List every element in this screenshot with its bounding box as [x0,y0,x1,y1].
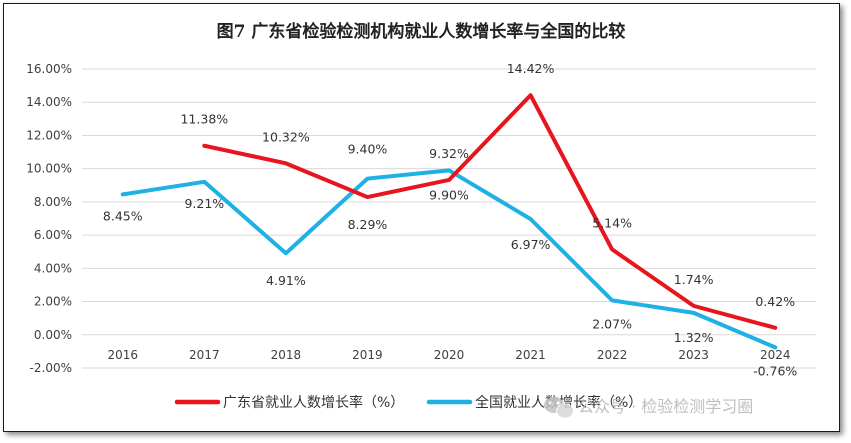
y-tick-label: 16.00% [26,62,72,76]
data-label: 1.74% [674,272,714,287]
x-tick-label: 2018 [271,348,302,362]
gridlines [82,68,816,369]
data-label: 9.90% [429,187,469,202]
data-label: 9.40% [348,142,388,157]
watermark-text: 公众号 · 检验检测学习圈 [578,397,753,416]
x-axis: 2016 2017 2018 2019 2020 2021 2022 2023 2024 [108,348,791,362]
x-tick-label: 2020 [434,348,465,362]
data-labels: 11.38% 10.32% 8.29% 9.32% 14.42% 5.14% 1.74% 0.… [103,61,798,378]
x-tick-label: 2024 [760,348,791,362]
x-tick-label: 2019 [352,348,383,362]
legend-label-guangdong: 广东省就业人数增长率（%） [223,394,404,411]
y-tick-label: 4.00% [34,261,72,275]
series-line-national [120,168,778,350]
x-tick-label: 2017 [189,348,220,362]
data-label: -0.76% [753,363,797,378]
y-tick-label: 2.00% [34,295,72,309]
y-tick-label: 0.00% [34,328,72,342]
series-line-guangdong [202,93,778,330]
data-label: 1.32% [674,330,714,345]
legend: 广东省就业人数增长率（%） 全国就业人数增长率（%） [174,394,642,411]
line-chart: 图7 广东省检验检测机构就业人数增长率与全国的比较 -2.00% 0.00% 2.0… [26,21,816,419]
y-tick-label: -2.00% [30,361,72,375]
x-tick-label: 2016 [108,348,139,362]
x-tick-label: 2022 [597,348,628,362]
data-label: 9.21% [184,196,224,211]
chart-frame: 图7 广东省检验检测机构就业人数增长率与全国的比较 -2.00% 0.00% 2.0… [3,3,840,432]
series-lines [120,93,778,350]
data-label: 2.07% [592,316,632,331]
y-axis: -2.00% 0.00% 2.00% 4.00% 6.00% 8.00% 10.00% 12.… [26,62,72,375]
data-label: 4.91% [266,273,306,288]
data-label: 6.97% [511,237,551,252]
data-label: 14.42% [507,61,555,76]
y-tick-label: 8.00% [34,195,72,209]
data-label: 5.14% [592,215,632,230]
data-label: 8.29% [348,217,388,232]
y-tick-label: 12.00% [26,128,72,142]
y-tick-label: 6.00% [34,228,72,242]
wechat-icon [544,397,574,419]
data-label: 9.32% [429,146,469,161]
y-tick-label: 14.00% [26,95,72,109]
data-label: 0.42% [755,294,795,309]
data-label: 8.45% [103,208,143,223]
data-label: 10.32% [262,129,310,144]
watermark: 公众号 · 检验检测学习圈 [544,397,753,419]
x-tick-label: 2023 [678,348,709,362]
y-tick-label: 10.00% [26,162,72,176]
chart-title: 图7 广东省检验检测机构就业人数增长率与全国的比较 [217,21,626,42]
x-tick-label: 2021 [515,348,546,362]
data-label: 11.38% [180,112,228,127]
